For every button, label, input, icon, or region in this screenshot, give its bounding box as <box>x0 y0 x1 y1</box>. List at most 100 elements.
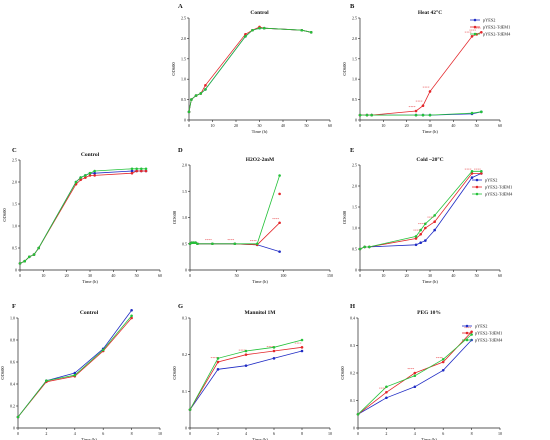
data-point-red <box>130 316 133 320</box>
data-point-red <box>413 371 417 375</box>
data-point-green <box>101 348 105 352</box>
data-point-green <box>190 98 193 101</box>
legend-marker <box>475 185 479 189</box>
data-point-blue <box>244 364 248 367</box>
y-axis-label: OD600 <box>172 210 177 224</box>
data-point-green <box>358 113 362 117</box>
data-point-red <box>140 169 143 173</box>
y-tick-label: 1.0 <box>352 226 357 231</box>
x-tick-label: 20 <box>234 123 238 128</box>
x-tick-label: 20 <box>65 273 69 278</box>
data-point-red <box>84 176 87 179</box>
legend-marker <box>475 192 479 196</box>
significance-label: **** <box>272 217 279 221</box>
data-point-red <box>88 174 92 177</box>
data-point-green <box>204 88 207 91</box>
y-tick-label: 1.0 <box>181 77 186 82</box>
data-point-green <box>79 176 82 179</box>
panel-letter: F <box>12 303 16 310</box>
data-point-red <box>470 35 474 38</box>
data-point-green <box>84 174 87 177</box>
x-tick-label: 50 <box>475 123 479 128</box>
x-tick-label: 0 <box>188 123 190 128</box>
legend-label: pYES2-TdEM1 <box>483 25 510 30</box>
data-point-green <box>480 170 483 173</box>
y-tick-label: 0 <box>185 268 187 273</box>
x-tick-label: 30 <box>428 123 432 128</box>
panel-title: Control <box>81 152 100 158</box>
panel-B: B Heat 42°C 0 10 20 30 40 50 60 0 0.5 1.0 1.5 2.0 2.5 T… <box>342 3 511 134</box>
data-point-red <box>204 84 207 87</box>
y-tick-label: 2.5 <box>352 16 357 21</box>
x-tick-label: 60 <box>158 273 162 278</box>
y-tick-label: 2.5 <box>12 158 17 163</box>
significance-label: **** <box>407 367 414 371</box>
y-tick-label: 0.4 <box>10 382 15 387</box>
series-line-green <box>357 334 472 415</box>
series-line-green <box>359 170 482 250</box>
data-point-red <box>130 171 134 175</box>
y-tick-label: 1.5 <box>352 56 357 61</box>
y-tick-label: 0.4 <box>350 316 355 321</box>
legend-marker <box>465 338 469 342</box>
data-point-green <box>480 110 483 114</box>
x-tick-label: 6 <box>102 431 104 436</box>
x-tick-label: 2 <box>45 431 47 436</box>
x-tick-label: 4 <box>74 431 76 436</box>
data-point-green <box>216 357 220 360</box>
data-point-green <box>428 113 432 117</box>
data-point-red <box>441 360 445 364</box>
x-tick-label: 8 <box>131 431 133 436</box>
x-tick-label: 8 <box>471 431 473 436</box>
x-tick-label: 4 <box>414 431 416 436</box>
data-point-green <box>370 113 373 117</box>
legend: pYES2 pYES2-TdEM1 pYES2-TdEM4 <box>462 324 503 343</box>
data-point-green <box>18 262 22 265</box>
legend: pYES2 pYES2-TdEM1 pYES2-TdEM4 <box>470 18 511 37</box>
x-tick-label: 60 <box>498 273 502 278</box>
data-point-red <box>216 360 220 364</box>
data-point-green <box>130 314 133 318</box>
panel-title: Heat 42°C <box>418 9 442 16</box>
x-tick-label: 6 <box>273 431 275 436</box>
data-point-blue <box>130 309 133 312</box>
y-tick-label: 0.2 <box>10 404 15 409</box>
panel-title: PEG 10% <box>417 310 441 316</box>
x-tick-label: 30 <box>258 123 262 128</box>
x-tick-label: 10 <box>211 123 215 128</box>
significance-label: **** <box>465 167 472 171</box>
y-tick-label: 1.5 <box>352 205 357 210</box>
x-tick-label: 4 <box>245 431 247 436</box>
y-tick-label: 0.6 <box>10 360 15 365</box>
data-point-green <box>470 333 473 336</box>
y-tick-label: 0.8 <box>10 338 15 343</box>
data-point-green <box>190 241 194 244</box>
data-point-red <box>480 30 483 34</box>
data-point-red <box>414 109 418 113</box>
series-line-green <box>188 27 312 112</box>
significance-label: **** <box>205 238 212 242</box>
data-point-green <box>28 255 31 259</box>
x-tick-label: 0 <box>189 431 191 436</box>
significance-label: **** <box>436 356 443 360</box>
legend-label: pYES2 <box>475 324 487 329</box>
data-point-red <box>300 346 304 349</box>
legend-label: pYES2-TdEM4 <box>485 192 513 197</box>
series-line-red <box>359 172 482 250</box>
data-point-red <box>428 90 432 93</box>
x-axis-label: Time (h) <box>252 437 268 440</box>
data-point-green <box>244 35 247 38</box>
data-point-red <box>470 172 474 175</box>
data-point-red <box>421 104 425 108</box>
legend: pYES2 pYES2-TdEM1 pYES2-TdEM4 <box>472 178 513 197</box>
y-tick-label: 0 <box>185 426 187 431</box>
x-tick-label: 60 <box>498 123 502 128</box>
x-tick-label: 0 <box>17 431 19 436</box>
series-line-blue <box>19 170 146 264</box>
data-point-green <box>255 242 259 246</box>
significance-label: **** <box>211 356 218 360</box>
y-tick-label: 1.0 <box>352 77 357 82</box>
x-tick-label: 40 <box>111 273 115 278</box>
panel-E: E Cold ~20°C 0 10 20 30 40 50 60 0 0.5 1.0 1.5 2.0 2.5… <box>342 147 513 284</box>
